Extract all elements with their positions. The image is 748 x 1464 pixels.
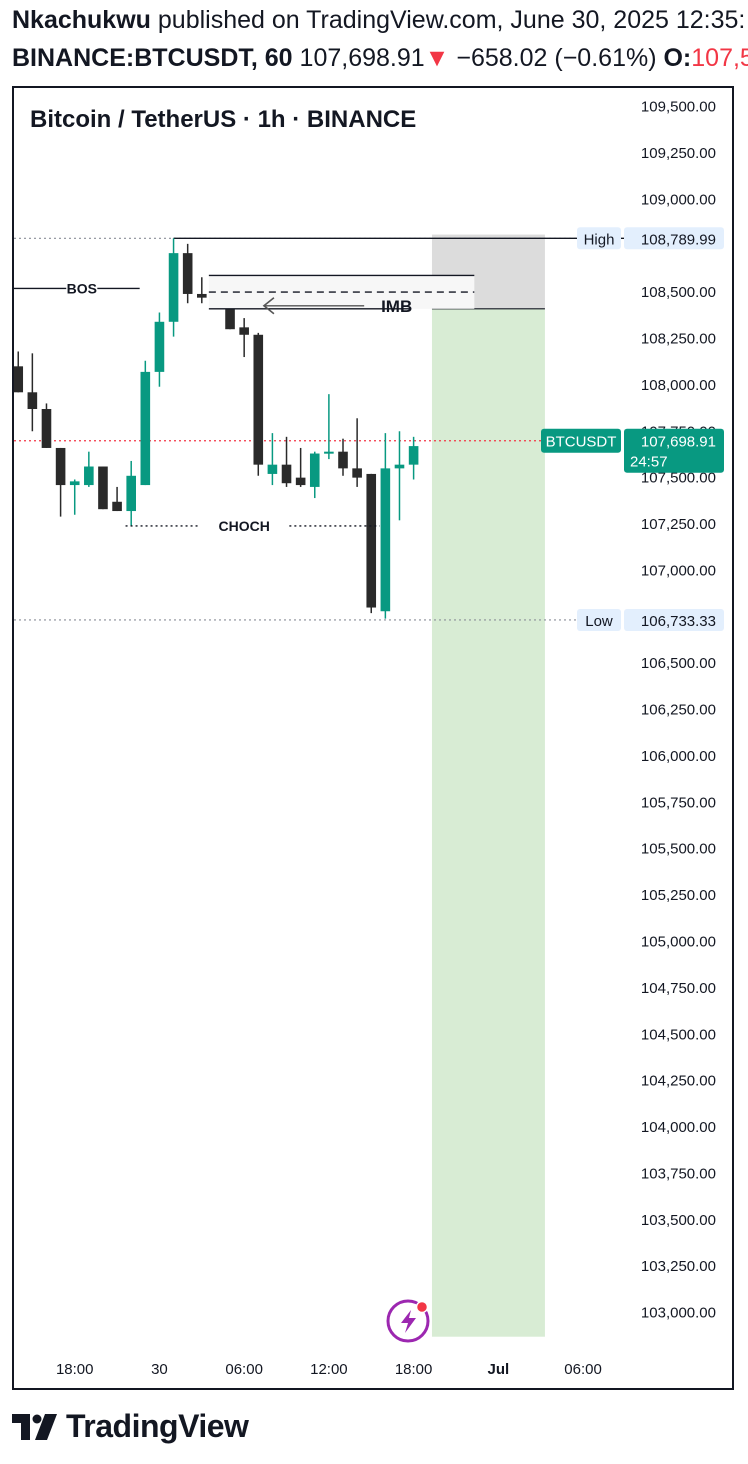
price-change: −658.02 (−0.61%) xyxy=(456,44,657,72)
y-tick-label: 108,250.00 xyxy=(641,330,716,347)
candle-body[interactable] xyxy=(197,293,207,298)
symbol-price-tag xyxy=(541,428,621,453)
imb-label: IMB xyxy=(381,297,412,316)
y-tick-label: 103,250.00 xyxy=(641,1258,716,1275)
y-tick-label: 107,250.00 xyxy=(641,516,716,533)
candle-body[interactable] xyxy=(98,466,108,510)
candle-body[interactable] xyxy=(366,473,377,608)
bos-label: BOS xyxy=(67,280,97,296)
x-tick-label: 06:00 xyxy=(564,1361,602,1378)
tradingview-logo-icon xyxy=(12,1413,57,1440)
y-tick-label: 105,500.00 xyxy=(641,841,716,858)
candle-body[interactable] xyxy=(295,477,306,486)
y-tick-label: 104,000.00 xyxy=(641,1119,716,1136)
high-tag-label: High xyxy=(584,231,615,248)
y-tick-label: 109,500.00 xyxy=(641,99,716,116)
candle-body[interactable] xyxy=(225,290,235,330)
author-name[interactable]: Nkachukwu xyxy=(12,6,151,34)
y-tick-label: 106,000.00 xyxy=(641,748,716,765)
low-tag-label: Low xyxy=(585,613,613,630)
x-tick-label: 06:00 xyxy=(225,1361,263,1378)
left-arrow-icon xyxy=(262,297,275,315)
y-tick-label: 106,250.00 xyxy=(641,702,716,719)
y-tick-label: 103,000.00 xyxy=(641,1305,716,1322)
y-tick-label: 104,250.00 xyxy=(641,1073,716,1090)
candle-body[interactable] xyxy=(267,464,278,474)
candle-body[interactable] xyxy=(324,451,334,454)
publish-line: Nkachukwu published on TradingView.com, … xyxy=(12,6,745,35)
bar-countdown: 24:57 xyxy=(630,454,668,471)
x-tick-label: 30 xyxy=(151,1361,168,1378)
y-tick-label: 109,000.00 xyxy=(641,191,716,208)
high-tag xyxy=(577,227,621,250)
candle-body[interactable] xyxy=(112,501,122,512)
tradingview-wordmark: TradingView xyxy=(66,1408,249,1444)
current-price-value: 107,698.91 xyxy=(641,434,716,451)
symbol-interval: BINANCE:BTCUSDT, 60 xyxy=(12,44,293,72)
choch-label: CHOCH xyxy=(218,518,269,534)
y-tick-label: 103,750.00 xyxy=(641,1165,716,1182)
candle-body[interactable] xyxy=(168,253,179,322)
symbol-price-tag-label: BTCUSDT xyxy=(546,434,617,451)
y-tick-label: 104,750.00 xyxy=(641,980,716,997)
candle-body[interactable] xyxy=(352,468,362,478)
candle-body[interactable] xyxy=(380,468,391,612)
x-tick-label: 18:00 xyxy=(395,1361,433,1378)
y-tick-label: 105,750.00 xyxy=(641,794,716,811)
y-tick-label: 107,500.00 xyxy=(641,470,716,487)
quote-line: BINANCE:BTCUSDT, 60 107,698.91▼ −658.02 … xyxy=(12,44,748,73)
low-value-text: 106,733.33 xyxy=(641,613,716,630)
tradingview-logo[interactable]: TradingView xyxy=(12,1408,249,1445)
high-value-tag xyxy=(624,227,724,250)
x-tick-label: Jul xyxy=(487,1361,509,1378)
y-tick-label: 108,000.00 xyxy=(641,377,716,394)
candle-body[interactable] xyxy=(408,446,419,465)
candle-body[interactable] xyxy=(394,464,405,469)
open-label: O: xyxy=(663,44,692,72)
candle-body[interactable] xyxy=(281,464,292,484)
y-tick-label: 107,000.00 xyxy=(641,562,716,579)
replay-icon[interactable] xyxy=(386,1299,430,1343)
low-value-tag xyxy=(624,608,724,631)
down-arrow-icon: ▼ xyxy=(424,44,450,72)
y-tick-label: 108,500.00 xyxy=(641,284,716,301)
y-tick-label: 105,000.00 xyxy=(641,934,716,951)
y-tick-label: 109,250.00 xyxy=(641,145,716,162)
candle-body[interactable] xyxy=(338,451,348,469)
candle-body[interactable] xyxy=(154,321,165,372)
target-zone[interactable] xyxy=(431,308,545,1337)
candle-body[interactable] xyxy=(309,453,320,487)
low-tag xyxy=(577,608,621,631)
current-price-tag xyxy=(624,428,724,473)
open-value: 107,5 xyxy=(691,44,748,72)
candle-body[interactable] xyxy=(253,334,264,465)
high-value-text: 108,789.99 xyxy=(641,231,716,248)
x-tick-label: 18:00 xyxy=(56,1361,94,1378)
candle-body[interactable] xyxy=(41,408,52,448)
candle-body[interactable] xyxy=(27,392,38,409)
y-tick-label: 104,500.00 xyxy=(641,1026,716,1043)
candle-body[interactable] xyxy=(55,447,66,486)
candle-body[interactable] xyxy=(69,481,80,486)
candle-body[interactable] xyxy=(182,253,193,294)
candle-body[interactable] xyxy=(239,327,249,335)
x-tick-label: 12:00 xyxy=(310,1361,348,1378)
candle-body[interactable] xyxy=(13,366,24,393)
candle-body[interactable] xyxy=(84,466,94,486)
chart-title: Bitcoin / TetherUS · 1h · BINANCE xyxy=(30,106,417,133)
candle-body[interactable] xyxy=(140,371,151,486)
y-tick-label: 103,500.00 xyxy=(641,1212,716,1229)
candle-body[interactable] xyxy=(126,475,136,512)
last-price: 107,698.91 xyxy=(299,44,425,72)
y-tick-label: 105,250.00 xyxy=(641,887,716,904)
published-text: published on TradingView.com, June 30, 2… xyxy=(157,6,746,34)
y-tick-label: 106,500.00 xyxy=(641,655,716,672)
